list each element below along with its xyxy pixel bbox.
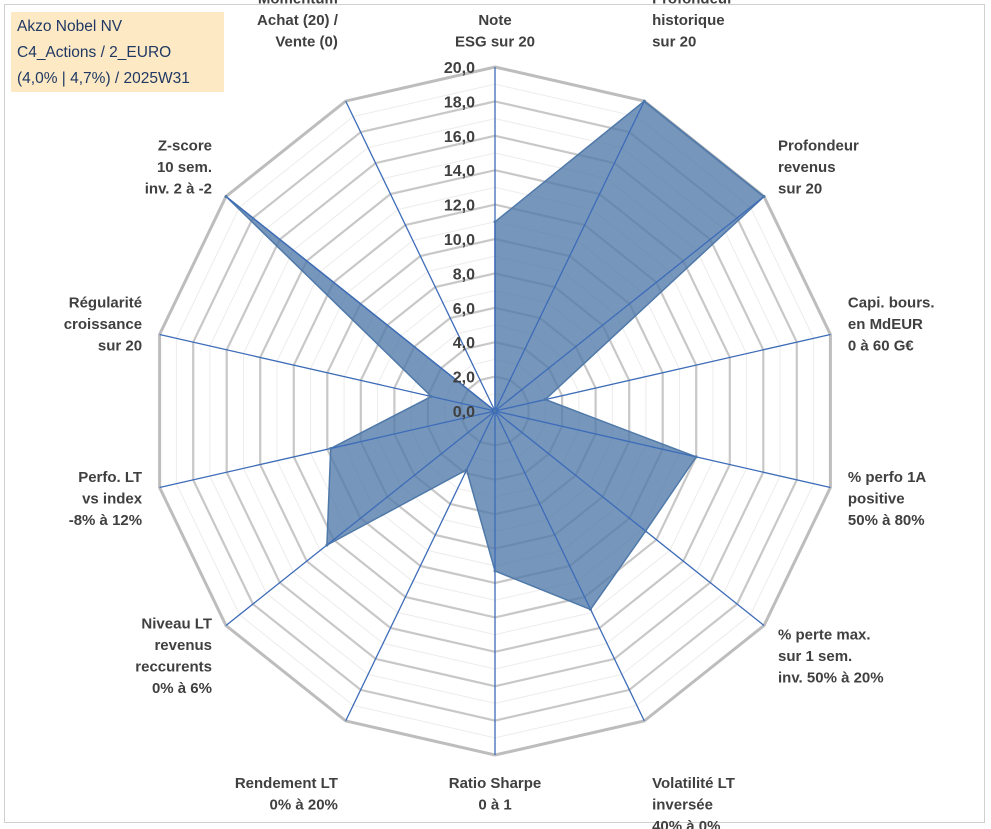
tick-label: 12,0 — [444, 198, 475, 215]
axis-label-line: positive — [848, 491, 905, 508]
info-details: (4,0% | 4,7%) / 2025W31 — [17, 70, 190, 87]
axis-label: Perfo. LT vs index -8% à 12% — [69, 469, 143, 529]
axis-label-line: Z-score — [158, 138, 212, 155]
axis-label-line: historique — [652, 12, 725, 29]
axis-spoke — [345, 100, 496, 412]
axis-label: Volatilité LT inversée 40% à 0% — [652, 775, 735, 829]
data-point — [465, 468, 469, 472]
axis-label-line: Achat (20) / — [257, 12, 339, 29]
axis-label: % perte max. sur 1 sem. inv. 50% à 20% — [778, 626, 884, 686]
data-point — [325, 543, 329, 547]
axis-label-line: revenus — [778, 159, 836, 176]
axis-spoke — [345, 410, 496, 722]
tick-label: 10,0 — [444, 232, 475, 249]
axis-label-line: Capi. bours. — [848, 295, 935, 312]
axis-label-line: 40% à 0% — [652, 818, 720, 829]
data-point — [694, 455, 698, 459]
axis-label-line: Momentum — [258, 0, 338, 8]
tick-label: 6,0 — [453, 301, 475, 318]
data-point — [543, 398, 547, 401]
axis-spoke — [494, 195, 765, 412]
tick-label: 0,0 — [453, 404, 475, 421]
axis-label-line: Ratio Sharpe — [449, 775, 542, 792]
axis-label-line: 0 à 60 G€ — [848, 338, 915, 355]
axis-label-line: ESG sur 20 — [455, 34, 535, 51]
data-point — [589, 607, 592, 611]
axis-label: Note ESG sur 20 — [455, 12, 535, 51]
axis-label-line: Niveau LT — [141, 616, 212, 633]
axis-label-line: Perfo. LT — [78, 469, 142, 486]
axis-label-line: sur 1 sem. — [778, 648, 852, 665]
axis-spoke — [494, 410, 765, 627]
axis-label-line: vs index — [82, 491, 143, 508]
data-point — [429, 395, 433, 398]
data-point — [493, 409, 497, 413]
axis-label-line: 50% à 80% — [848, 512, 925, 529]
axis-label-line: Vente (0) — [275, 34, 338, 51]
axis-label-line: 0 à 1 — [478, 797, 511, 814]
axis-label: Ratio Sharpe 0 à 1 — [449, 775, 542, 814]
data-point — [224, 195, 228, 198]
data-point — [493, 569, 497, 573]
data-point — [329, 447, 333, 450]
axis-label-line: reccurents — [135, 659, 212, 676]
axis-label-line: % perte max. — [778, 626, 871, 643]
data-point — [644, 529, 648, 533]
axis-label-line: 0% à 20% — [270, 797, 338, 814]
axis-label-line: Profondeur — [778, 138, 859, 155]
axis-label: Momentum Achat (20) / Vente (0) — [257, 0, 339, 51]
axis-label-line: sur 20 — [652, 34, 696, 51]
axis-spoke — [225, 410, 496, 627]
tick-label: 8,0 — [453, 266, 475, 283]
data-point — [493, 220, 497, 224]
data-point — [762, 195, 766, 198]
axis-label-line: -8% à 12% — [69, 512, 142, 529]
tick-label: 4,0 — [453, 335, 475, 352]
info-box: Akzo Nobel NV C4_Actions / 2_EURO (4,0% … — [11, 12, 224, 92]
axis-label-line: sur 20 — [98, 338, 142, 355]
axis-label-line: revenus — [154, 637, 212, 654]
axis-label: % perfo 1A positive 50% à 80% — [848, 469, 927, 529]
axis-label-line: sur 20 — [778, 181, 822, 198]
tick-label: 20,0 — [444, 60, 475, 77]
axis-spoke — [159, 333, 496, 412]
axis-label-line: inversée — [652, 797, 713, 814]
axis-label: Niveau LT revenus reccurents 0% à 6% — [135, 616, 212, 698]
info-category: C4_Actions / 2_EURO — [17, 44, 172, 61]
axis-spoke — [494, 410, 831, 489]
axis-label-line: inv. 2 à -2 — [145, 181, 212, 198]
tick-label: 18,0 — [444, 94, 475, 111]
axis-spoke — [225, 195, 496, 412]
tick-label: 14,0 — [444, 163, 475, 180]
axis-label: Profondeur historique sur 20 — [652, 0, 733, 51]
axis-label-line: en MdEUR — [848, 316, 923, 333]
axis-label-line: Rendement LT — [235, 775, 338, 792]
axis-label-line: Régularité — [69, 295, 142, 312]
tick-label: 2,0 — [453, 370, 475, 387]
axis-label-line: Note — [478, 12, 511, 29]
axis-spoke — [159, 410, 496, 489]
axis-label: Régularité croissance sur 20 — [64, 295, 142, 355]
tick-label: 16,0 — [444, 129, 475, 146]
axis-spoke — [494, 100, 645, 412]
axis-label: Capi. bours. en MdEUR 0 à 60 G€ — [848, 295, 935, 355]
axis-label-line: croissance — [64, 316, 142, 333]
axis-label-line: 0% à 6% — [152, 680, 212, 697]
axis-label-line: Volatilité LT — [652, 775, 735, 792]
axis-label-line: inv. 50% à 20% — [778, 669, 884, 686]
axis-label-line: Profondeur — [652, 0, 733, 8]
axis-label-line: 10 sem. — [157, 159, 212, 176]
axis-label: Profondeur revenus sur 20 — [778, 138, 859, 198]
axis-label: Rendement LT 0% à 20% — [235, 775, 338, 814]
axis-spoke — [494, 410, 645, 722]
axis-label-line: % perfo 1A — [848, 469, 927, 486]
axis-spoke — [494, 333, 831, 412]
data-point — [642, 99, 646, 103]
info-company: Akzo Nobel NV — [17, 18, 123, 35]
axis-label: Z-score 10 sem. inv. 2 à -2 — [145, 138, 212, 198]
